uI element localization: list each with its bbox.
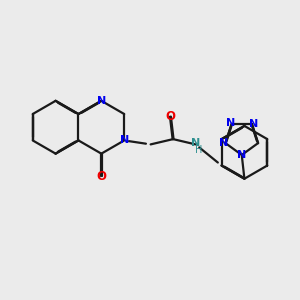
Text: N: N bbox=[237, 150, 246, 160]
Text: N: N bbox=[191, 138, 200, 148]
Text: N: N bbox=[219, 138, 228, 148]
Text: N: N bbox=[226, 118, 235, 128]
Text: H: H bbox=[195, 145, 202, 155]
Text: N: N bbox=[120, 135, 129, 146]
Text: N: N bbox=[97, 96, 106, 106]
Text: N: N bbox=[249, 119, 259, 129]
Text: O: O bbox=[165, 110, 176, 123]
Text: O: O bbox=[96, 169, 106, 183]
